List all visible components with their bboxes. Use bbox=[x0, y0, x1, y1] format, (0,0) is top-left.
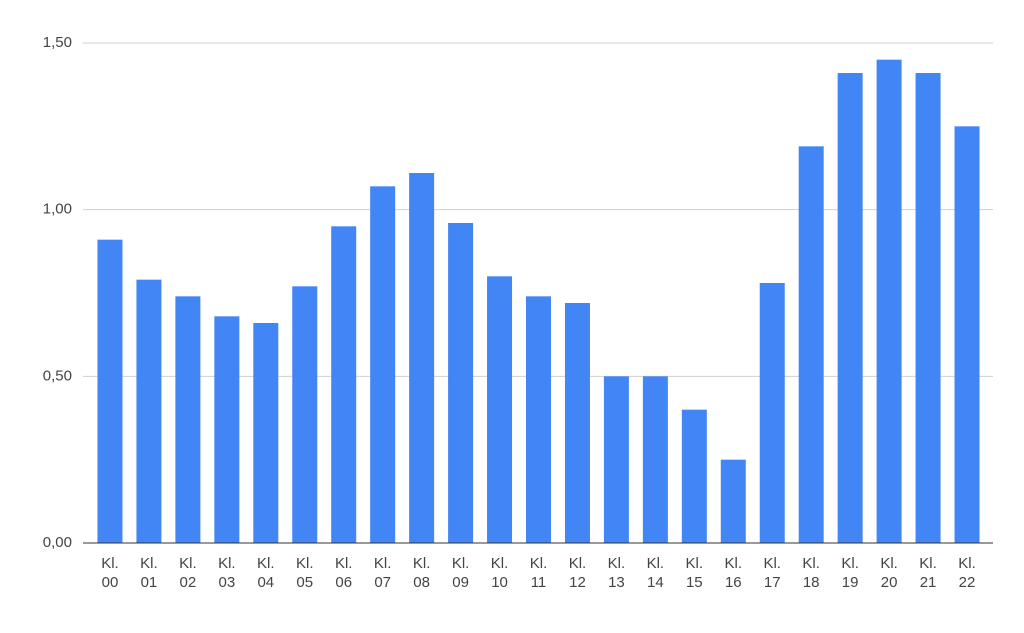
x-tick-label: Kl. 03 bbox=[218, 555, 236, 591]
x-tick-label: Kl. 20 bbox=[880, 555, 898, 591]
bar bbox=[876, 59, 902, 544]
x-tick-label: Kl. 11 bbox=[529, 555, 548, 591]
bar bbox=[759, 283, 785, 543]
y-tick-label: 0,00 bbox=[43, 534, 72, 551]
x-tick-label: Kl. 15 bbox=[685, 555, 704, 591]
x-tick-label: Kl. 19 bbox=[841, 555, 859, 591]
bar bbox=[915, 73, 941, 543]
y-tick-label: 1,00 bbox=[43, 201, 72, 218]
bar bbox=[97, 239, 123, 543]
x-tick-label: Kl. 01 bbox=[140, 555, 158, 591]
bar bbox=[214, 316, 240, 543]
x-tick-label: Kl. 08 bbox=[412, 555, 431, 591]
bar bbox=[526, 296, 551, 543]
y-tick-label: 1,50 bbox=[43, 34, 72, 51]
bar bbox=[837, 73, 863, 543]
bar bbox=[564, 303, 590, 543]
bar bbox=[603, 376, 629, 543]
bar bbox=[720, 459, 746, 543]
bar bbox=[253, 323, 279, 543]
bar bbox=[954, 126, 980, 543]
x-tick-label: Kl. 09 bbox=[451, 555, 470, 591]
x-tick-label: Kl. 05 bbox=[295, 555, 314, 591]
x-tick-label: Kl. 06 bbox=[334, 555, 353, 591]
x-tick-label: Kl. 14 bbox=[646, 555, 665, 591]
x-tick-label: Kl. 13 bbox=[607, 555, 626, 591]
bar bbox=[409, 173, 435, 543]
x-tick-label: Kl. 12 bbox=[568, 555, 587, 591]
x-tick-label: Kl. 07 bbox=[373, 555, 392, 591]
x-tick-label: Kl. 04 bbox=[257, 555, 275, 591]
bar bbox=[681, 409, 707, 543]
bar bbox=[798, 146, 824, 544]
x-tick-label: Kl. 17 bbox=[763, 555, 781, 591]
bar bbox=[136, 279, 162, 543]
x-tick-label: Kl. 21 bbox=[919, 555, 937, 591]
bar bbox=[292, 286, 318, 543]
bar bbox=[642, 376, 668, 543]
bar bbox=[331, 226, 357, 544]
bar bbox=[370, 186, 396, 544]
x-tick-label: Kl. 16 bbox=[724, 555, 743, 591]
x-tick-label: Kl. 22 bbox=[958, 555, 976, 591]
x-tick-label: Kl. 00 bbox=[101, 555, 119, 591]
bar bbox=[175, 296, 201, 543]
x-tick-label: Kl. 10 bbox=[490, 555, 509, 591]
bar bbox=[487, 276, 513, 543]
x-tick-label: Kl. 18 bbox=[802, 555, 820, 591]
x-tick-label: Kl. 02 bbox=[179, 555, 197, 591]
y-tick-label: 0,50 bbox=[43, 367, 72, 384]
bar bbox=[448, 223, 474, 543]
